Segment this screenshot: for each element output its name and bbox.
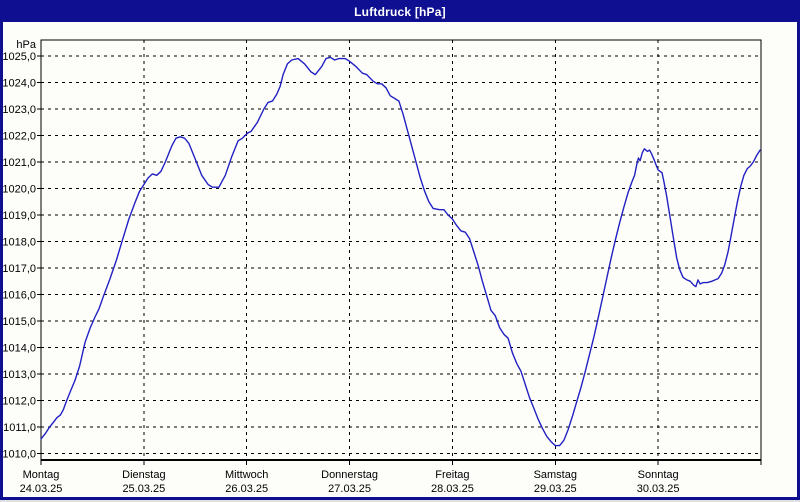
x-axis-date-label: 28.03.25 [431,483,474,495]
x-axis-day-label: Donnerstag [321,469,378,481]
x-axis-day-label: Sonntag [638,469,679,481]
y-axis-unit-label: hPa [16,39,36,51]
y-axis-tick-label: 1018,0 [3,237,36,249]
x-axis-day-label: Montag [23,469,60,481]
y-axis-tick-label: 1024,0 [3,78,36,90]
pressure-series-line [40,56,761,447]
x-axis-day-label: Freitag [435,469,469,481]
y-axis-tick-label: 1013,0 [3,369,36,381]
x-axis-day-label: Mittwoch [225,469,268,481]
window-titlebar[interactable]: Luftdruck [hPa] [3,3,797,22]
y-axis-tick-label: 1025,0 [3,51,36,63]
y-axis-tick-label: 1021,0 [3,157,36,169]
y-axis-tick-label: 1022,0 [3,131,36,143]
y-axis-tick-label: 1019,0 [3,210,36,222]
y-axis-tick-label: 1023,0 [3,104,36,116]
plot-border [40,39,762,461]
x-axis-date-label: 27.03.25 [328,483,371,495]
x-axis-date-label: 24.03.25 [20,483,63,495]
y-axis-tick-label: 1016,0 [3,290,36,302]
x-axis-date-label: 29.03.25 [534,483,577,495]
x-axis-day-label: Dienstag [122,469,165,481]
y-axis-tick-label: 1020,0 [3,184,36,196]
x-axis-date-label: 30.03.25 [637,483,680,495]
x-axis-date-label: 25.03.25 [122,483,165,495]
chart-content-area: 1025,0 1024,0 1023,0 1022,0 1021,0 1020,0 1019… [2,22,797,497]
y-axis-tick-label: 1014,0 [3,343,36,355]
x-axis-date-label: 26.03.25 [225,483,268,495]
window-title: Luftdruck [hPa] [354,5,446,19]
y-axis-tick-label: 1017,0 [3,263,36,275]
y-axis-tick-label: 1010,0 [3,449,36,461]
y-axis-tick-label: 1012,0 [3,396,36,408]
pressure-chart: 1025,0 1024,0 1023,0 1022,0 1021,0 1020,0 1019… [2,39,762,495]
x-axis-day-label: Samstag [534,469,577,481]
y-axis-tick-label: 1015,0 [3,316,36,328]
y-axis-tick-label: 1011,0 [3,422,36,434]
